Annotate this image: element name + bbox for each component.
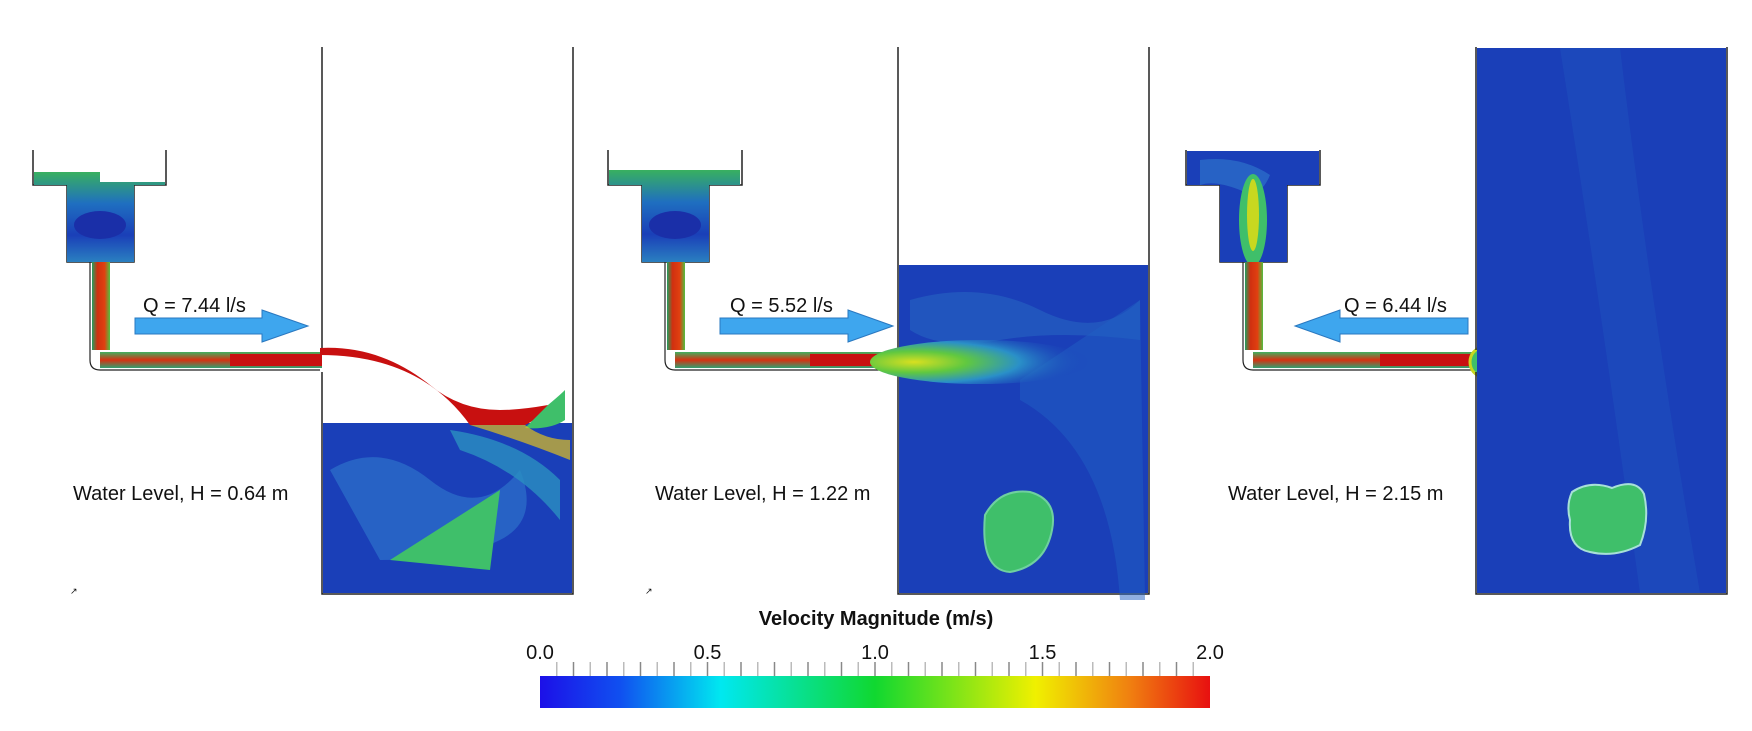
flow-arrow-1 [134,309,310,343]
receiving-tank-outline [897,47,1150,595]
vertical-pipe [667,262,685,350]
flow-rate-label-2: Q = 5.52 l/s [730,295,833,317]
colorbar: Velocity Magnitude (m/s) 0.0 0.5 1.0 1.5 2.0 [526,608,1224,708]
colorbar-tick-label: 1.0 [861,642,889,664]
colorbar-gradient [540,676,1210,708]
colorbar-tick-label: 0.5 [694,642,722,664]
colorbar-tick-label: 1.5 [1029,642,1057,664]
svg-text:↗: ↗ [70,586,78,596]
receiving-tank-outline [1475,47,1728,595]
colorbar-tick-label: 0.0 [526,642,554,664]
receiving-tank-outline [321,47,574,595]
panel-3: Q = 6.44 l/s Water Level, H = 2.15 m [1185,47,1728,595]
panel-1: Q = 7.44 l/s Water Level, H = 0.64 m ↗ [32,47,574,596]
colorbar-minor-ticks [556,662,1194,676]
water-level-label-1: Water Level, H = 0.64 m [73,483,288,505]
jet-plume [870,340,1090,384]
panel-2: Q = 5.52 l/s Water Level, H = 1.22 m ↗ [607,47,1150,600]
svg-text:↗: ↗ [645,586,653,596]
colorbar-tick-labels: 0.0 0.5 1.0 1.5 2.0 [526,642,1224,664]
water-level-label-3: Water Level, H = 2.15 m [1228,483,1443,505]
colorbar-tick-label: 2.0 [1196,642,1224,664]
flow-arrow-3 [1293,309,1469,343]
flow-arrow-2 [719,309,895,343]
vertical-pipe [1245,262,1263,350]
vertical-pipe [92,262,110,350]
flow-rate-label-3: Q = 6.44 l/s [1344,295,1447,317]
water-level-label-2: Water Level, H = 1.22 m [655,483,870,505]
colorbar-title: Velocity Magnitude (m/s) [759,608,993,630]
falling-jet [320,347,548,425]
flow-rate-label-1: Q = 7.44 l/s [143,295,246,317]
